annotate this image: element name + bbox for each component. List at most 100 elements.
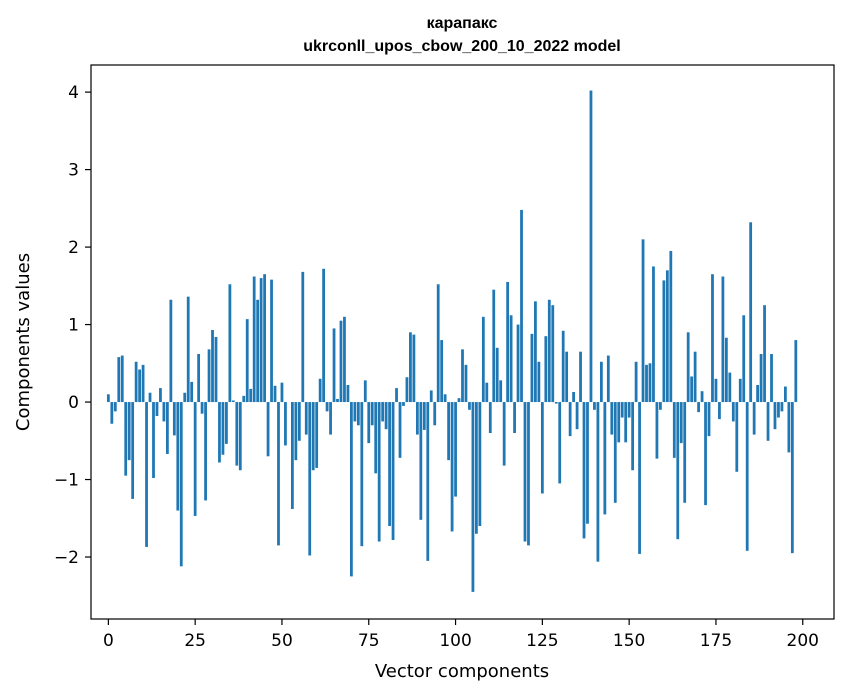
bar-component-20 — [176, 402, 180, 511]
bar-component-173 — [707, 402, 711, 437]
y-tick-label: 4 — [68, 83, 79, 103]
bar-component-151 — [631, 402, 635, 471]
bar-component-3 — [117, 357, 121, 403]
bar-component-63 — [325, 402, 329, 412]
bar-component-178 — [724, 337, 728, 403]
bar-component-115 — [506, 281, 510, 403]
bar-component-76 — [370, 402, 374, 426]
bar-component-124 — [537, 361, 541, 403]
bar-component-154 — [641, 239, 645, 403]
x-tick-label: 125 — [526, 631, 558, 651]
bar-component-129 — [554, 402, 558, 404]
bar-component-10 — [141, 364, 145, 403]
bar-component-170 — [697, 402, 700, 413]
bar-component-175 — [714, 378, 718, 403]
bar-component-59 — [311, 402, 315, 471]
bar-component-56 — [301, 271, 305, 403]
bar-component-197 — [790, 402, 794, 554]
bar-component-158 — [655, 402, 659, 459]
bar-component-92 — [426, 402, 430, 561]
bar-component-160 — [662, 280, 666, 403]
bar-component-28 — [204, 402, 207, 501]
bar-component-127 — [547, 299, 551, 403]
bar-component-122 — [530, 333, 534, 403]
bar-component-18 — [169, 299, 173, 403]
bars-group — [106, 90, 798, 592]
bar-component-94 — [433, 402, 437, 426]
bar-component-164 — [676, 402, 680, 540]
bar-component-44 — [259, 278, 263, 403]
bar-component-7 — [131, 402, 135, 499]
bar-component-117 — [513, 402, 516, 434]
bar-component-125 — [540, 402, 544, 494]
bar-component-38 — [238, 402, 242, 471]
y-axis-label: Components values — [13, 253, 34, 431]
bar-component-5 — [124, 402, 128, 476]
bar-component-168 — [690, 376, 694, 403]
bar-component-96 — [440, 340, 444, 403]
bar-component-46 — [266, 402, 270, 457]
bar-component-162 — [669, 250, 673, 403]
bar-component-69 — [346, 385, 350, 403]
bar-component-136 — [579, 351, 582, 403]
bar-component-15 — [159, 388, 162, 403]
bar-component-194 — [780, 402, 784, 412]
x-tick-label: 175 — [700, 631, 732, 651]
y-tick-label: 3 — [68, 161, 79, 181]
x-tick-label: 50 — [271, 631, 293, 651]
bar-component-179 — [728, 372, 732, 403]
bar-component-104 — [468, 402, 471, 410]
bar-component-131 — [561, 330, 565, 403]
bar-component-189 — [763, 305, 766, 403]
bar-component-97 — [443, 394, 447, 403]
bar-component-145 — [610, 402, 614, 435]
bar-component-110 — [488, 402, 492, 434]
bar-component-121 — [527, 402, 530, 546]
bar-component-177 — [721, 276, 725, 403]
bar-component-188 — [759, 354, 763, 403]
y-tick-label: 2 — [68, 238, 79, 258]
bar-component-169 — [693, 351, 697, 403]
bar-component-61 — [318, 378, 322, 403]
bar-component-100 — [454, 402, 457, 497]
bar-component-113 — [499, 380, 503, 403]
bar-component-64 — [329, 402, 332, 435]
x-tick-label: 150 — [613, 631, 645, 651]
bar-component-185 — [749, 222, 753, 403]
bar-component-74 — [363, 380, 367, 403]
bar-component-31 — [214, 336, 218, 403]
bar-component-190 — [766, 402, 770, 441]
bar-component-42 — [252, 276, 256, 403]
x-tick-label: 100 — [439, 631, 471, 651]
bar-component-48 — [273, 385, 277, 403]
y-tick-label: −1 — [54, 471, 79, 491]
bar-component-135 — [575, 402, 579, 430]
bar-component-105 — [471, 402, 475, 592]
bar-component-138 — [586, 402, 589, 524]
bar-component-32 — [218, 402, 221, 463]
bar-component-73 — [360, 402, 364, 547]
bar-component-147 — [617, 402, 621, 443]
bar-component-35 — [228, 284, 232, 403]
bar-component-114 — [502, 402, 506, 466]
bar-component-80 — [384, 402, 388, 430]
bar-component-78 — [377, 402, 381, 542]
x-tick-label: 200 — [787, 631, 819, 651]
bar-component-21 — [179, 402, 183, 567]
y-axis-ticks: −2 −1 0 1 2 3 4 — [54, 83, 91, 568]
bar-component-54 — [294, 402, 298, 461]
bar-component-192 — [773, 402, 777, 430]
bar-component-182 — [738, 378, 742, 403]
bar-component-40 — [245, 319, 249, 403]
bar-component-103 — [464, 364, 468, 403]
bar-component-45 — [263, 274, 266, 403]
bar-component-126 — [544, 336, 548, 403]
bar-component-17 — [165, 402, 169, 454]
bar-component-41 — [249, 388, 253, 403]
bar-component-43 — [256, 299, 260, 403]
bar-component-101 — [457, 398, 461, 403]
bar-component-86 — [405, 377, 409, 403]
y-tick-label: 0 — [68, 393, 79, 413]
